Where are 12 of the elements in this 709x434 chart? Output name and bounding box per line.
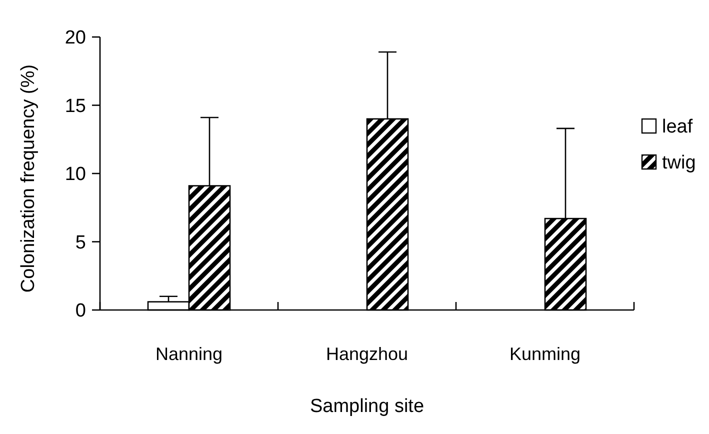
x-tick-label: Kunming	[509, 344, 581, 364]
x-tick-label: Nanning	[155, 344, 223, 364]
legend-label: leaf	[662, 116, 694, 138]
y-axis-title: Colonization frequency (%)	[18, 64, 39, 293]
x-axis-title: Sampling site	[310, 396, 424, 417]
y-tick-label: 5	[75, 232, 86, 254]
y-tick-label: 10	[64, 164, 86, 186]
x-tick-label: Hangzhou	[326, 344, 408, 364]
y-tick-label: 0	[75, 300, 86, 322]
y-tick-label: 20	[64, 28, 86, 49]
legend-label: twig	[662, 152, 696, 174]
y-tick-label: 15	[64, 96, 86, 117]
